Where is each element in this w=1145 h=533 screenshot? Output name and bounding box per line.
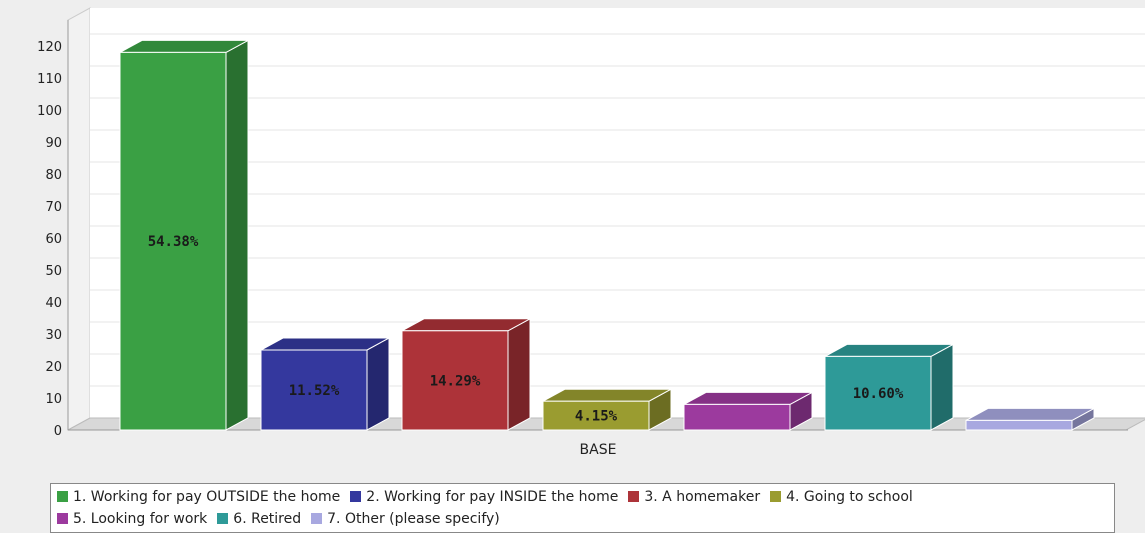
legend-label: 7. Other (please specify) bbox=[327, 511, 500, 527]
legend-item: 4. Going to school bbox=[770, 486, 913, 508]
bar-6: 10.60% bbox=[824, 343, 954, 431]
legend-label: 5. Looking for work bbox=[73, 511, 208, 527]
y-tick-label: 0 bbox=[54, 424, 62, 439]
bar-side bbox=[930, 343, 954, 431]
y-tick-label: 80 bbox=[45, 168, 62, 183]
legend-item: 3. A homemaker bbox=[628, 486, 760, 508]
x-axis-label: BASE bbox=[580, 442, 617, 458]
legend-swatch bbox=[350, 491, 362, 502]
legend-item: 5. Looking for work bbox=[57, 508, 207, 530]
y-tick-label: 70 bbox=[45, 200, 62, 215]
legend-swatch bbox=[311, 513, 323, 524]
legend-swatch bbox=[770, 491, 782, 502]
bar-side bbox=[366, 337, 390, 431]
bar-front bbox=[683, 403, 791, 431]
y-tick-label: 40 bbox=[45, 296, 62, 311]
bar-data-label: 10.60% bbox=[853, 386, 904, 402]
bar-top bbox=[542, 388, 672, 402]
y-tick-label: 100 bbox=[37, 104, 62, 119]
y-tick-label: 110 bbox=[37, 72, 62, 87]
legend-item: 6. Retired bbox=[217, 508, 301, 530]
y-tick-label: 20 bbox=[45, 360, 62, 375]
bar-data-label: 14.29% bbox=[430, 373, 481, 389]
bar-side bbox=[507, 317, 531, 431]
legend-swatch bbox=[57, 491, 68, 502]
bar-front bbox=[401, 330, 509, 431]
y-tick-label: 120 bbox=[37, 40, 62, 55]
bar-top bbox=[401, 318, 531, 332]
bar-2: 11.52% bbox=[260, 337, 390, 431]
bar-front bbox=[260, 349, 368, 431]
bar-top bbox=[824, 343, 954, 357]
legend-item: 7. Other (please specify) bbox=[311, 508, 500, 530]
y-tick-label: 30 bbox=[45, 328, 62, 343]
bar-chart: 0 10 20 30 40 50 60 70 80 90 100 110 120 54.38% 11.52%… bbox=[37, 7, 1145, 458]
bar-data-label: 11.52% bbox=[289, 383, 340, 399]
bar-7 bbox=[965, 407, 1095, 431]
legend-label: 6. Retired bbox=[233, 511, 302, 527]
legend-swatch bbox=[57, 513, 68, 524]
chart-legend: 1. Working for pay OUTSIDE the home 2. Wo… bbox=[50, 483, 1115, 533]
legend-swatch bbox=[217, 513, 229, 524]
legend-label: 1. Working for pay OUTSIDE the home bbox=[73, 489, 341, 505]
legend-item: 1. Working for pay OUTSIDE the home bbox=[57, 486, 340, 508]
bar-front bbox=[542, 400, 650, 431]
bar-top bbox=[683, 391, 813, 405]
bar-3: 14.29% bbox=[401, 317, 531, 431]
bar-top bbox=[260, 337, 390, 351]
bar-front bbox=[119, 51, 227, 431]
bar-side bbox=[225, 39, 249, 431]
legend-label: 3. A homemaker bbox=[644, 489, 761, 505]
y-tick-label: 10 bbox=[45, 392, 62, 407]
plot-left-wall bbox=[67, 7, 91, 431]
bar-1: 54.38% bbox=[119, 39, 249, 431]
bar-data-label: 54.38% bbox=[148, 234, 199, 250]
bar-front bbox=[824, 355, 932, 431]
bar-4: 4.15% bbox=[542, 388, 672, 431]
y-tick-label: 90 bbox=[45, 136, 62, 151]
legend-label: 4. Going to school bbox=[786, 489, 913, 505]
legend-swatch bbox=[628, 491, 640, 502]
bar-top bbox=[965, 407, 1095, 421]
bar-data-label: 4.15% bbox=[575, 409, 618, 425]
y-tick-label: 60 bbox=[45, 232, 62, 247]
legend-label: 2. Working for pay INSIDE the home bbox=[366, 489, 619, 505]
bar-5 bbox=[683, 391, 813, 431]
bar-front bbox=[965, 419, 1073, 431]
y-tick-label: 50 bbox=[45, 264, 62, 279]
bar-top bbox=[119, 39, 249, 53]
legend-item: 2. Working for pay INSIDE the home bbox=[350, 486, 618, 508]
